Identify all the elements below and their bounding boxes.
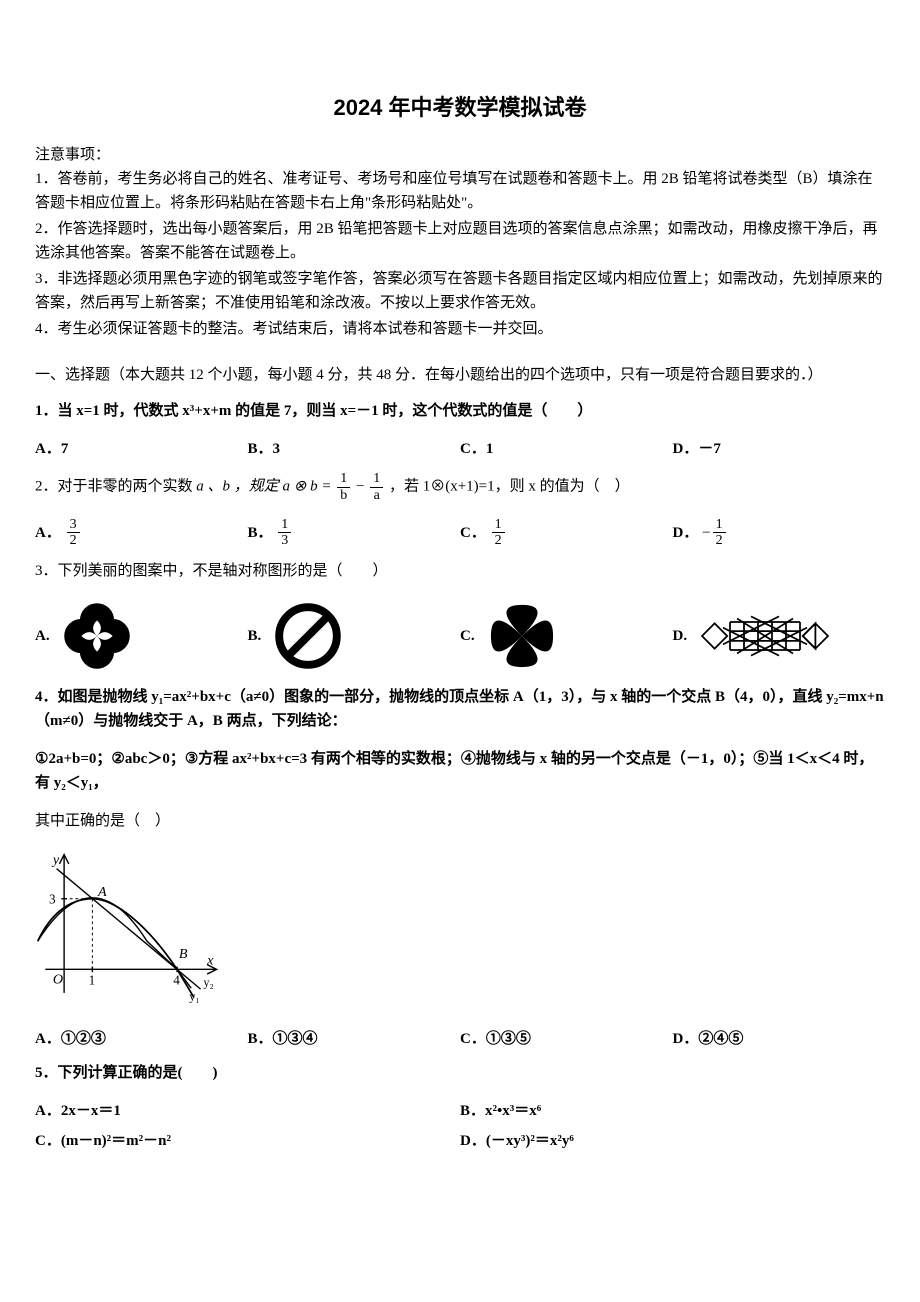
q4-option-b: B．①③④ — [248, 1027, 461, 1051]
q2-frac-1: 1b — [337, 471, 350, 503]
frac-den: 3 — [278, 533, 291, 548]
origin-label: O — [53, 971, 63, 987]
q1-option-c: C．1 — [460, 437, 673, 461]
q2-frac-a: 32 — [67, 517, 80, 549]
opt-label: B． — [248, 521, 273, 545]
q2-formula-lhs: a ⊗ b = — [283, 479, 332, 495]
question-3-options: A. B. C. — [35, 597, 885, 675]
notice-item: 2．作答选择题时，选出每小题答案后，用 2B 铅笔把答题卡上对应题目选项的答案信… — [35, 217, 885, 265]
petal-square-icon — [483, 597, 561, 675]
q2-mid2: ，若 1⊗(x+1)=1，则 x 的值为（ ） — [389, 479, 630, 495]
q2-option-c: C． 12 — [460, 517, 673, 549]
question-1-stem: 1．当 x=1 时，代数式 x³+x+m 的值是 7，则当 x=－1 时，这个代… — [35, 399, 885, 423]
opt-label: B. — [248, 624, 262, 648]
q1-option-b: B．3 — [248, 437, 461, 461]
q2-frac-c: 12 — [492, 517, 505, 549]
question-5-stem: 5．下列计算正确的是( ) — [35, 1061, 885, 1085]
q1-option-d: D．－7 — [673, 437, 886, 461]
q2-pre: 2．对于非零的两个实数 — [35, 479, 196, 495]
q1-option-a: A．7 — [35, 437, 248, 461]
question-4-options: A．①②③ B．①③④ C．①③⑤ D．②④⑤ — [35, 1027, 885, 1051]
q5-option-c: C．(m－n)²＝m²－n² — [35, 1129, 460, 1153]
q2-minus: − — [356, 479, 364, 495]
clover-icon — [58, 597, 136, 675]
q3-option-b: B. — [248, 597, 461, 675]
frac-num: 3 — [67, 517, 80, 533]
point-a-label: A — [97, 884, 107, 900]
q4-option-d: D．②④⑤ — [673, 1027, 886, 1051]
q2-frac-d: 12 — [713, 517, 726, 549]
notice-item: 1．答卷前，考生务必将自己的姓名、准考证号、考场号和座位号填写在试题卷和答题卡上… — [35, 167, 885, 215]
frac-den: b — [337, 488, 350, 503]
frac-den: a — [371, 488, 383, 503]
frac-num: 1 — [492, 517, 505, 533]
no-entry-icon — [269, 597, 347, 675]
opt-label: A． — [35, 521, 61, 545]
opt-label: C. — [460, 624, 475, 648]
question-3-stem: 3．下列美丽的图案中，不是轴对称图形的是（ ） — [35, 559, 885, 583]
frac-den: 2 — [713, 533, 726, 548]
q3-option-a: A. — [35, 597, 248, 675]
q3-option-c: C. — [460, 597, 673, 675]
frac-num: 1 — [337, 471, 350, 487]
tick-3: 3 — [49, 891, 56, 906]
y1-label: y₁ — [189, 989, 199, 1003]
knot-icon — [695, 597, 835, 675]
frac-den: 2 — [67, 533, 80, 548]
notice-heading: 注意事项： — [35, 143, 885, 167]
q2-d-neg: − — [702, 521, 710, 545]
parabola-graph: y x 3 O 1 4 A B y₁ y₂ — [35, 847, 885, 1015]
q4-option-a: A．①②③ — [35, 1027, 248, 1051]
question-2-stem: 2．对于非零的两个实数 a 、b ，规定 a ⊗ b = 1b − 1a ，若 … — [35, 471, 885, 503]
question-1-options: A．7 B．3 C．1 D．－7 — [35, 437, 885, 461]
frac-num: 1 — [278, 517, 291, 533]
question-4-stem2: ①2a+b=0；②abc＞0；③方程 ax²+bx+c=3 有两个相等的实数根；… — [35, 747, 885, 795]
opt-label: C． — [460, 521, 486, 545]
frac-den: 2 — [492, 533, 505, 548]
question-4-stem3: 其中正确的是（ ） — [35, 809, 885, 833]
tick-4: 4 — [173, 972, 180, 987]
q2-mid1: a 、b ，规定 — [196, 479, 282, 495]
opt-label: D. — [673, 624, 688, 648]
q4-option-c: C．①③⑤ — [460, 1027, 673, 1051]
notice-item: 4．考生必须保证答题卡的整洁。考试结束后，请将本试卷和答题卡一并交回。 — [35, 317, 885, 341]
q2-frac-b: 13 — [278, 517, 291, 549]
axis-x-label: x — [206, 952, 214, 968]
frac-num: 1 — [713, 517, 726, 533]
q2-option-a: A． 32 — [35, 517, 248, 549]
point-b-label: B — [179, 946, 188, 962]
q2-frac-2: 1a — [370, 471, 383, 503]
frac-num: 1 — [370, 471, 383, 487]
question-4-stem1: 4．如图是抛物线 y₁=ax²+bx+c（a≠0）图象的一部分，抛物线的顶点坐标… — [35, 685, 885, 733]
question-5-options-row1: A．2x－x＝1 B．x²•x³＝x⁶ C．(m－n)²＝m²－n² D．(－x… — [35, 1099, 885, 1159]
opt-label: A. — [35, 624, 50, 648]
tick-1: 1 — [89, 972, 96, 987]
q5-option-a: A．2x－x＝1 — [35, 1099, 460, 1123]
question-2-options: A． 32 B． 13 C． 12 D． − 12 — [35, 517, 885, 549]
notice-item: 3．非选择题必须用黑色字迹的钢笔或签字笔作答，答案必须写在答题卡各题目指定区域内… — [35, 267, 885, 315]
opt-label: D． — [673, 521, 699, 545]
axis-y-label: y — [51, 852, 60, 868]
page-title: 2024 年中考数学模拟试卷 — [35, 90, 885, 125]
section-1-heading: 一、选择题（本大题共 12 个小题，每小题 4 分，共 48 分．在每小题给出的… — [35, 363, 885, 387]
y2-label: y₂ — [203, 975, 213, 989]
q5-option-b: B．x²•x³＝x⁶ — [460, 1099, 885, 1123]
q3-option-d: D. — [673, 597, 886, 675]
q2-option-b: B． 13 — [248, 517, 461, 549]
q2-option-d: D． − 12 — [673, 517, 886, 549]
q5-option-d: D．(－xy³)²＝x²y⁶ — [460, 1129, 885, 1153]
